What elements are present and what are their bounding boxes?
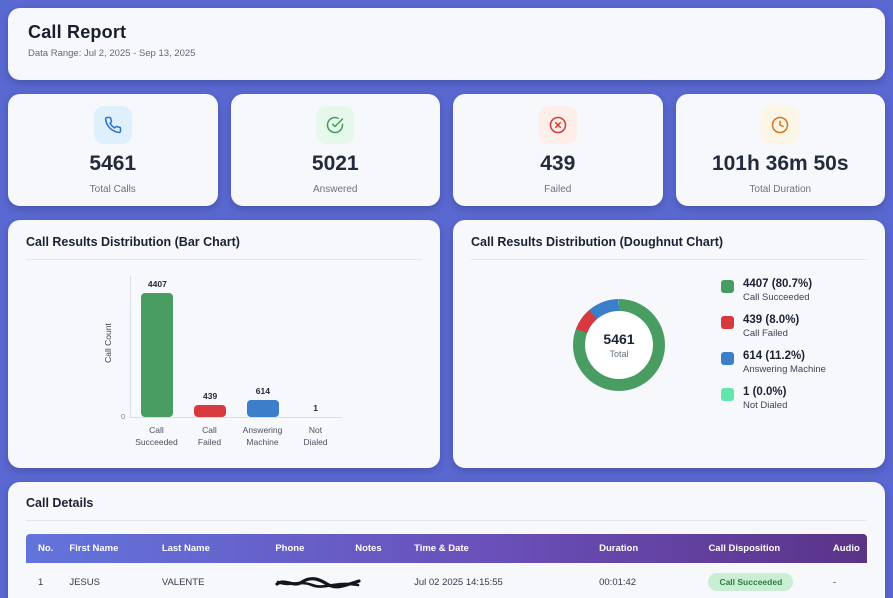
legend-item-answering-machine: 614 (11.2%) Answering Machine: [721, 350, 826, 375]
stat-label: Answered: [313, 183, 358, 195]
legend-value: 4407 (80.7%): [743, 278, 813, 290]
page-title: Call Report: [28, 22, 127, 42]
legend-swatch: [721, 280, 734, 293]
call-details-table: No. First Name Last Name Phone Notes Time & D…: [26, 534, 867, 598]
doughnut-ring: 5461 Total: [573, 298, 665, 391]
column-header-last-name: Last Name: [161, 543, 210, 554]
call-details-title: Call Details: [26, 496, 94, 510]
report-header-card: Call Report Data Range: Jul 2, 2025 - Se…: [8, 8, 885, 80]
column-header-notes: Notes: [355, 543, 382, 554]
bar-chart: Call Count 0 4407 439 614 1 Call Succeeded C…: [103, 276, 342, 449]
stat-card-answered: 5021 Answered: [230, 94, 440, 206]
bar-call-failed: 439: [184, 276, 237, 417]
bar-value-label: 439: [203, 390, 218, 401]
stat-card-total-duration: 101h 36m 50s Total Duration: [675, 94, 885, 206]
column-header-duration: Duration: [599, 543, 639, 554]
bar-value-label: 1: [313, 402, 318, 413]
stat-card-failed: 439 Failed: [453, 94, 663, 206]
last-name-cell: VALENTE: [161, 576, 205, 588]
bar-not-dialed: 1: [289, 276, 342, 417]
doughnut-chart-title: Call Results Distribution (Doughnut Char…: [471, 235, 724, 249]
doughnut-total-label: Total: [609, 348, 629, 359]
legend-swatch: [721, 316, 734, 329]
bar-rect: [141, 293, 174, 417]
redacted-scribble: [275, 576, 361, 588]
x-circle-icon: [538, 105, 577, 144]
stat-label: Failed: [544, 183, 572, 195]
table-row: 1 JESUS VALENTE Jul 02 2025 14:15:55 00:01:4…: [26, 563, 867, 598]
stat-label: Total Duration: [749, 183, 812, 195]
legend-label: Not Dialed: [743, 400, 788, 411]
first-name-cell: JESUS: [69, 576, 100, 588]
bar-chart-title: Call Results Distribution (Bar Chart): [26, 235, 240, 249]
charts-row: Call Results Distribution (Bar Chart) Ca…: [8, 220, 885, 468]
column-header-time-date: Time & Date: [414, 543, 469, 554]
bar-rect: [246, 399, 279, 417]
doughnut-chart-card: Call Results Distribution (Doughnut Char…: [453, 220, 885, 468]
stat-value: 5461: [89, 151, 137, 175]
call-disposition-badge: Call Succeeded: [708, 573, 794, 591]
stat-value: 5021: [311, 151, 359, 175]
column-header-phone: Phone: [275, 543, 305, 554]
stat-card-total-calls: 5461 Total Calls: [8, 94, 218, 206]
bar-value-label: 4407: [147, 279, 167, 289]
clock-icon: [761, 105, 800, 144]
phone-icon: [93, 105, 132, 144]
legend-value: 614 (11.2%): [743, 350, 806, 362]
bar-chart-y-axis-label: Call Count: [102, 323, 113, 363]
legend-item-not-dialed: 1 (0.0%) Not Dialed: [721, 386, 826, 411]
divider: [471, 259, 867, 260]
y-axis-zero-tick: 0: [121, 412, 126, 421]
bar-chart-plot: 0 4407 439 614 1: [121, 276, 342, 421]
bar-chart-x-labels: Call Succeeded Call Failed Answering Machi…: [130, 424, 342, 449]
column-header-first-name: First Name: [69, 543, 119, 554]
legend-value: 1 (0.0%): [743, 386, 787, 398]
legend-swatch: [721, 352, 734, 365]
legend-swatch: [721, 388, 734, 401]
x-axis-category-label: Call Failed: [197, 425, 222, 448]
column-header-call-disposition: Call Disposition: [708, 543, 781, 554]
bar-chart-card: Call Results Distribution (Bar Chart) Ca…: [8, 220, 440, 468]
duration-cell: 00:01:42: [599, 576, 637, 588]
check-circle-icon: [316, 105, 355, 144]
phone-cell: [267, 563, 361, 598]
doughnut-legend: 4407 (80.7%) Call Succeeded 439 (8.0%) Call…: [721, 278, 826, 411]
doughnut-total-value: 5461: [603, 330, 635, 347]
doughnut-center: 5461 Total: [585, 310, 653, 379]
legend-item-call-succeeded: 4407 (80.7%) Call Succeeded: [721, 278, 826, 303]
bar-answering-machine: 614: [237, 276, 290, 417]
time-date-cell: Jul 02 2025 14:15:55: [414, 576, 503, 588]
date-range-label: Data Range: Jul 2, 2025 - Sep 13, 2025: [28, 48, 196, 59]
bar-value-label: 614: [255, 385, 270, 396]
divider: [26, 259, 422, 260]
x-axis-category-label: Answering Machine: [242, 425, 283, 448]
divider: [26, 520, 867, 521]
x-axis-category-label: Call Succeeded: [135, 425, 178, 448]
stat-value: 101h 36m 50s: [711, 151, 849, 175]
stat-value: 439: [540, 151, 576, 175]
row-number: 1: [38, 576, 44, 588]
audio-cell: -: [832, 576, 837, 588]
table-header-row: No. First Name Last Name Phone Notes Time & D…: [26, 534, 867, 563]
doughnut-chart: 5461 Total 4407 (80.7%) Call Succeeded 439…: [471, 278, 867, 411]
x-axis-category-label: Not Dialed: [303, 425, 328, 448]
legend-label: Answering Machine: [743, 364, 826, 375]
legend-label: Call Failed: [743, 328, 788, 339]
stat-label: Total Calls: [89, 183, 136, 195]
legend-label: Call Succeeded: [743, 292, 810, 303]
disposition-cell: Call Succeeded: [700, 563, 824, 598]
column-header-no-: No.: [38, 543, 54, 554]
legend-value: 439 (8.0%): [743, 314, 800, 326]
call-details-card: Call Details No. First Name Last Name Phone…: [8, 482, 885, 598]
bar-call-succeeded: 4407: [131, 276, 184, 417]
legend-item-call-failed: 439 (8.0%) Call Failed: [721, 314, 826, 339]
stats-row: 5461 Total Calls 5021 Answered 439 Failed 101h…: [8, 94, 885, 206]
bar-rect: [194, 404, 227, 417]
column-header-audio: Audio: [832, 543, 860, 554]
